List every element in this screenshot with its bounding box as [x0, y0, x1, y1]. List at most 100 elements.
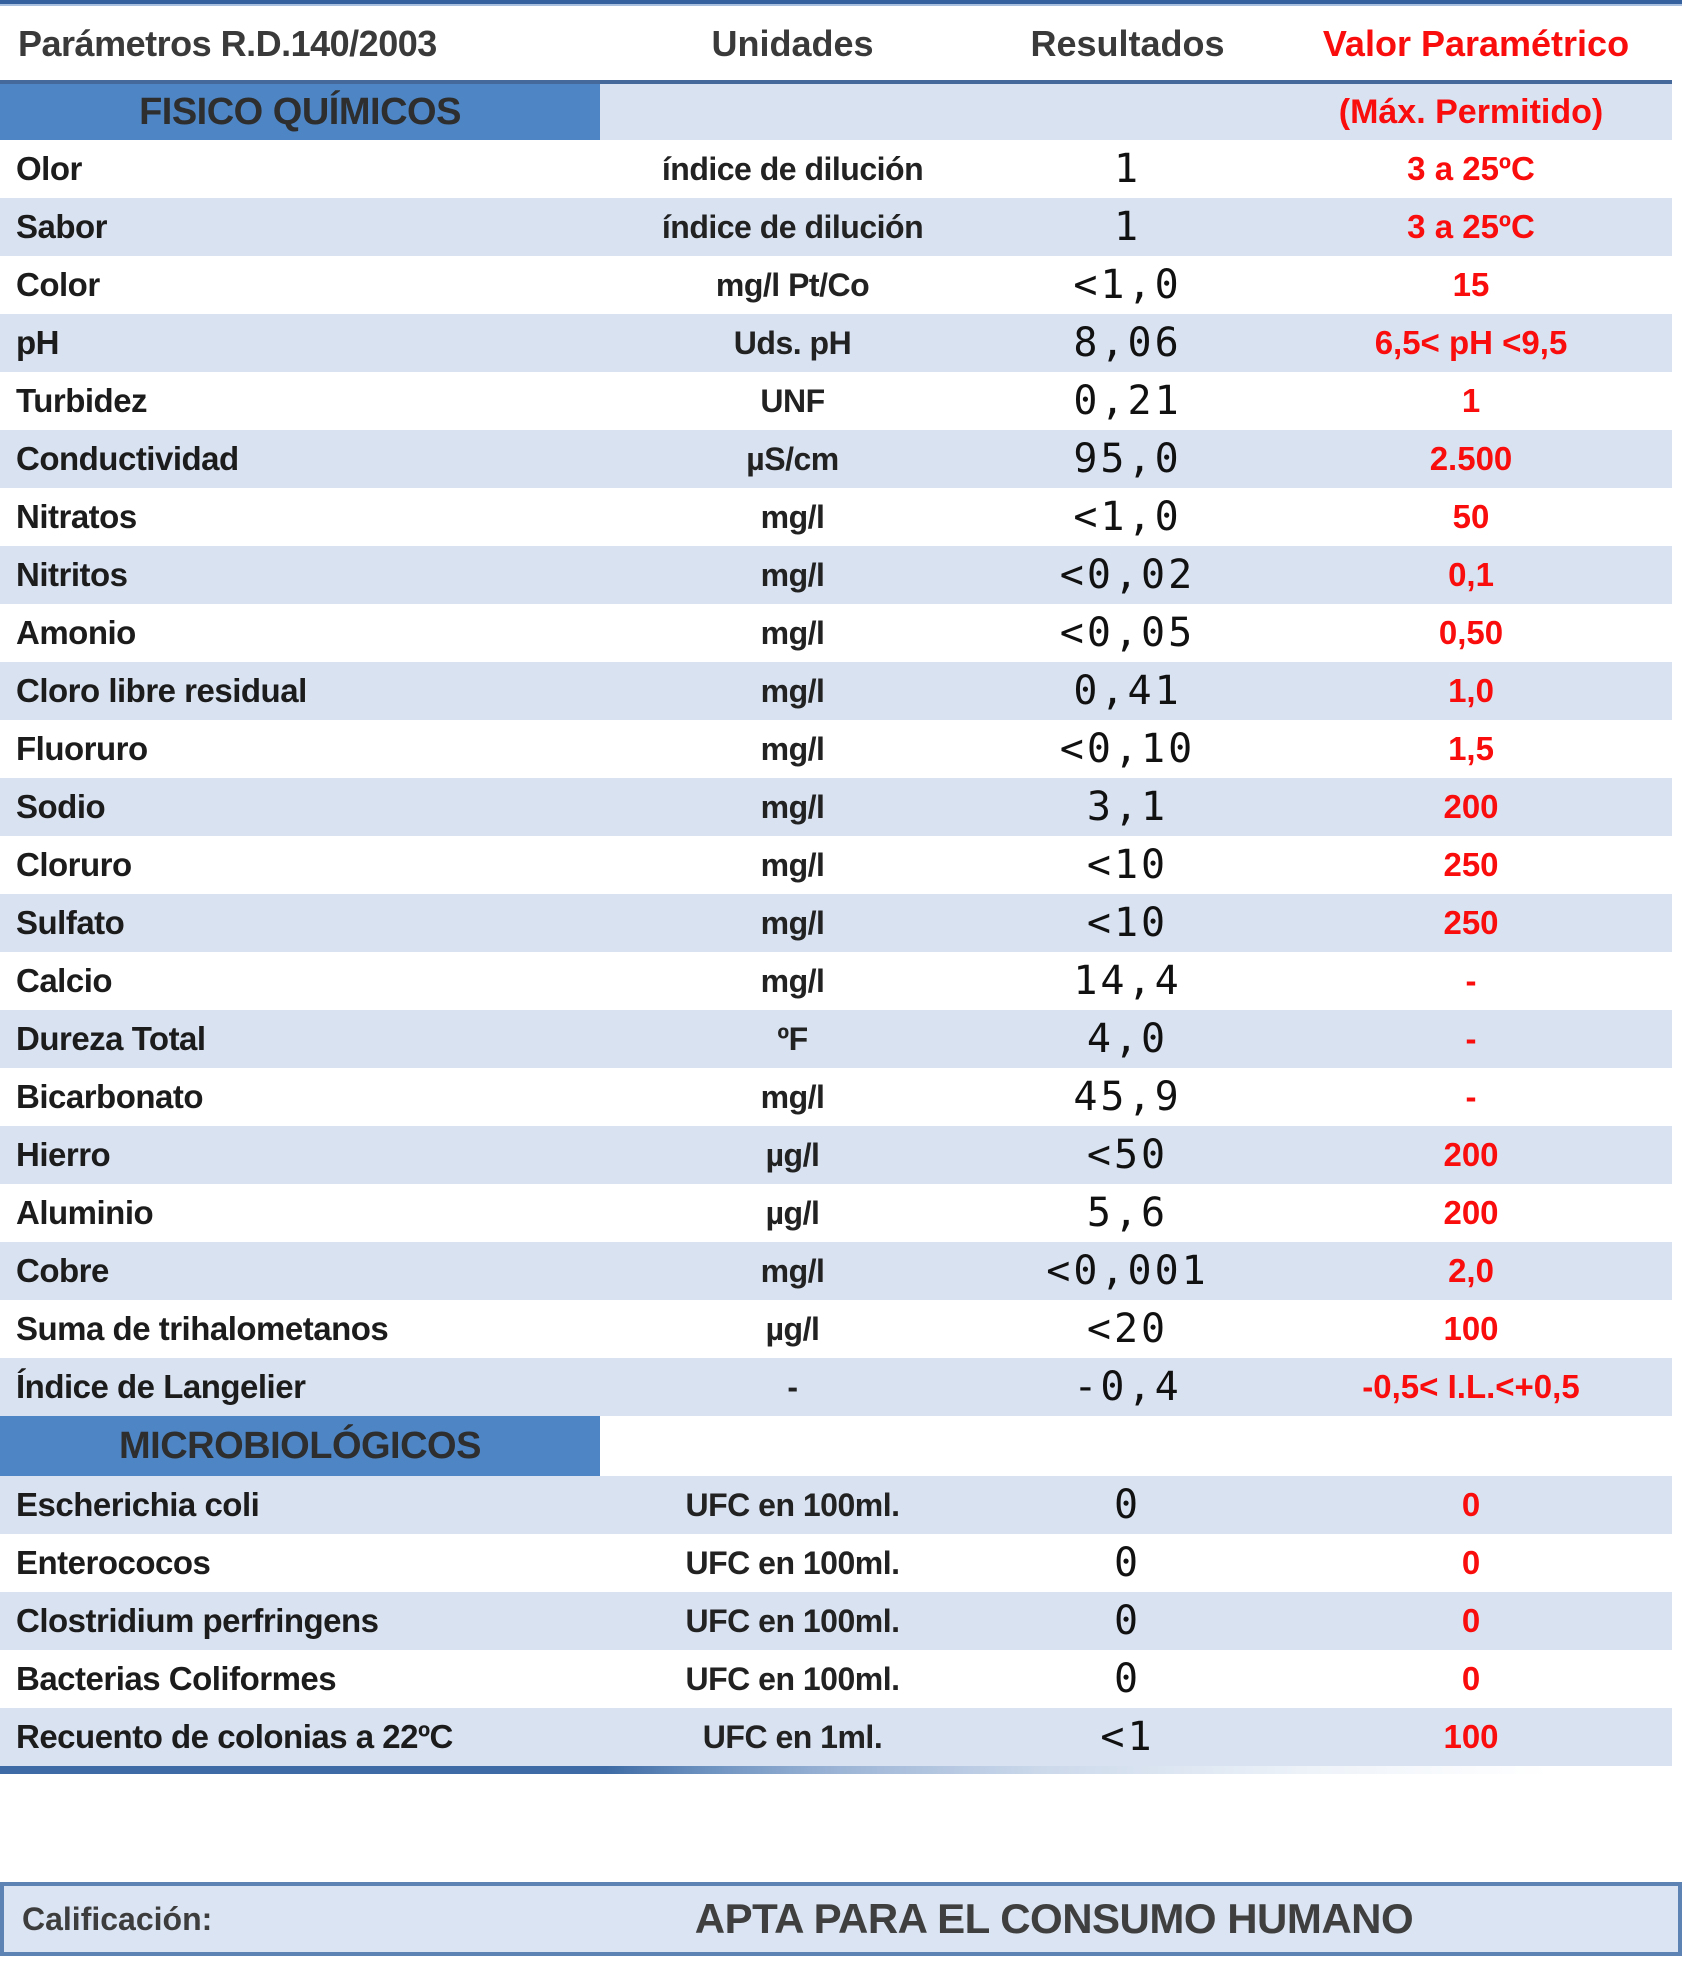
result-cell: <10: [1086, 900, 1169, 946]
unit-cell: UFC en 100ml.: [685, 1544, 900, 1581]
unit-cell: -: [787, 1368, 798, 1405]
value-cell: -0,5< I.L.<+0,5: [1362, 1368, 1580, 1405]
unit-cell: mg/l: [760, 788, 825, 825]
table-row: Índice de Langelier - -0,4 -0,5< I.L.<+0…: [0, 1358, 1672, 1416]
table-bottom-divider: [0, 1766, 1682, 1774]
unit-cell: índice de dilución: [661, 150, 924, 187]
parameter-cell: Aluminio: [16, 1194, 154, 1231]
parameter-cell: Cloro libre residual: [16, 672, 307, 709]
table-row: Cobre mg/l <0,001 2,0: [0, 1242, 1672, 1300]
table-row: Nitratos mg/l <1,0 50: [0, 488, 1672, 546]
section-header-row: FISICO QUÍMICOS (Máx. Permitido): [0, 80, 1672, 140]
unit-cell: UFC en 100ml.: [685, 1602, 900, 1639]
column-header-parameters: Parámetros R.D.140/2003: [18, 22, 437, 64]
section-title: MICROBIOLÓGICOS: [0, 1416, 600, 1476]
value-cell: 1,0: [1448, 672, 1494, 709]
table-row: Sabor índice de dilución 1 3 a 25ºC: [0, 198, 1672, 256]
qualification-bar: Calificación: APTA PARA EL CONSUMO HUMAN…: [0, 1882, 1682, 1956]
parameter-cell: Cloruro: [16, 846, 132, 883]
unit-cell: mg/l: [760, 498, 825, 535]
value-cell: 100: [1443, 1310, 1499, 1347]
parameter-cell: Recuento de colonias a 22ºC: [16, 1718, 453, 1755]
parameter-cell: pH: [16, 324, 60, 361]
table-header-row: Parámetros R.D.140/2003 Unidades Resulta…: [0, 7, 1682, 80]
section-spacer: [600, 84, 985, 140]
section-header-row: MICROBIOLÓGICOS: [0, 1416, 1672, 1476]
table-row: Sulfato mg/l <10 250: [0, 894, 1672, 952]
unit-cell: µg/l: [765, 1310, 820, 1347]
section-spacer: [985, 1416, 1270, 1476]
parameter-cell: Suma de trihalometanos: [16, 1310, 389, 1347]
table-row: Nitritos mg/l <0,02 0,1: [0, 546, 1672, 604]
qualification-label: Calificación:: [22, 1900, 213, 1937]
result-cell: 0: [1113, 1482, 1142, 1528]
table-row: Suma de trihalometanos µg/l <20 100: [0, 1300, 1672, 1358]
unit-cell: mg/l: [760, 1078, 825, 1115]
result-cell: 4,0: [1086, 1016, 1169, 1062]
value-cell: -: [1465, 1078, 1477, 1115]
table-row: Sodio mg/l 3,1 200: [0, 778, 1672, 836]
section-note: [1270, 1416, 1672, 1476]
unit-cell: mg/l: [760, 962, 825, 999]
result-cell: <0,001: [1046, 1248, 1209, 1294]
result-cell: <20: [1086, 1306, 1169, 1352]
result-cell: 0: [1113, 1598, 1142, 1644]
unit-cell: Uds. pH: [733, 324, 852, 361]
table-row: Bicarbonato mg/l 45,9 -: [0, 1068, 1672, 1126]
parameter-cell: Clostridium perfringens: [16, 1602, 379, 1639]
parameter-cell: Escherichia coli: [16, 1486, 260, 1523]
parameter-cell: Amonio: [16, 614, 136, 651]
result-cell: 3,1: [1086, 784, 1169, 830]
unit-cell: UFC en 100ml.: [685, 1486, 900, 1523]
table-row: Cloro libre residual mg/l 0,41 1,0: [0, 662, 1672, 720]
column-header-results: Resultados: [1030, 22, 1225, 64]
value-cell: -: [1465, 962, 1477, 999]
unit-cell: µg/l: [765, 1136, 820, 1173]
column-header-parametric-value: Valor Paramétrico: [1322, 22, 1630, 64]
unit-cell: mg/l: [760, 672, 825, 709]
table-row: Conductividad µS/cm 95,0 2.500: [0, 430, 1672, 488]
table-row: Enterococos UFC en 100ml. 0 0: [0, 1534, 1672, 1592]
table-row: Cloruro mg/l <10 250: [0, 836, 1672, 894]
value-cell: 100: [1443, 1718, 1499, 1755]
value-cell: 0: [1461, 1544, 1481, 1581]
table-row: Amonio mg/l <0,05 0,50: [0, 604, 1672, 662]
result-cell: <1,0: [1073, 494, 1182, 540]
result-cell: <1: [1100, 1714, 1155, 1760]
value-cell: 0,1: [1448, 556, 1494, 593]
result-cell: 14,4: [1073, 958, 1182, 1004]
parameter-cell: Cobre: [16, 1252, 109, 1289]
value-cell: 3 a 25ºC: [1407, 150, 1535, 187]
result-cell: 0,21: [1073, 378, 1182, 424]
value-cell: 0: [1461, 1660, 1481, 1697]
result-cell: <0,10: [1059, 726, 1196, 772]
value-cell: 2.500: [1429, 440, 1513, 477]
parameter-cell: Hierro: [16, 1136, 111, 1173]
table-row: Clostridium perfringens UFC en 100ml. 0 …: [0, 1592, 1672, 1650]
table-row: Recuento de colonias a 22ºC UFC en 1ml. …: [0, 1708, 1672, 1766]
unit-cell: mg/l: [760, 556, 825, 593]
result-cell: <50: [1086, 1132, 1169, 1178]
value-cell: 0: [1461, 1486, 1481, 1523]
value-cell: 250: [1443, 904, 1499, 941]
value-cell: 0: [1461, 1602, 1481, 1639]
unit-cell: mg/l: [760, 730, 825, 767]
qualification-result: APTA PARA EL CONSUMO HUMANO: [694, 1895, 1414, 1942]
table-row: Dureza Total ºF 4,0 -: [0, 1010, 1672, 1068]
table-row: Turbidez UNF 0,21 1: [0, 372, 1672, 430]
parameter-cell: Fluoruro: [16, 730, 148, 767]
parameter-cell: Conductividad: [16, 440, 239, 477]
unit-cell: mg/l: [760, 1252, 825, 1289]
result-cell: 1: [1113, 204, 1142, 250]
unit-cell: UNF: [760, 382, 825, 419]
table-body: FISICO QUÍMICOS (Máx. Permitido) Olor ín…: [0, 80, 1682, 1766]
value-cell: 15: [1452, 266, 1490, 303]
table-row: Hierro µg/l <50 200: [0, 1126, 1672, 1184]
result-cell: <10: [1086, 842, 1169, 888]
value-cell: 200: [1443, 788, 1499, 825]
table-row: pH Uds. pH 8,06 6,5< pH <9,5: [0, 314, 1672, 372]
unit-cell: índice de dilución: [661, 208, 924, 245]
parameter-cell: Índice de Langelier: [16, 1368, 306, 1405]
unit-cell: mg/l: [760, 904, 825, 941]
